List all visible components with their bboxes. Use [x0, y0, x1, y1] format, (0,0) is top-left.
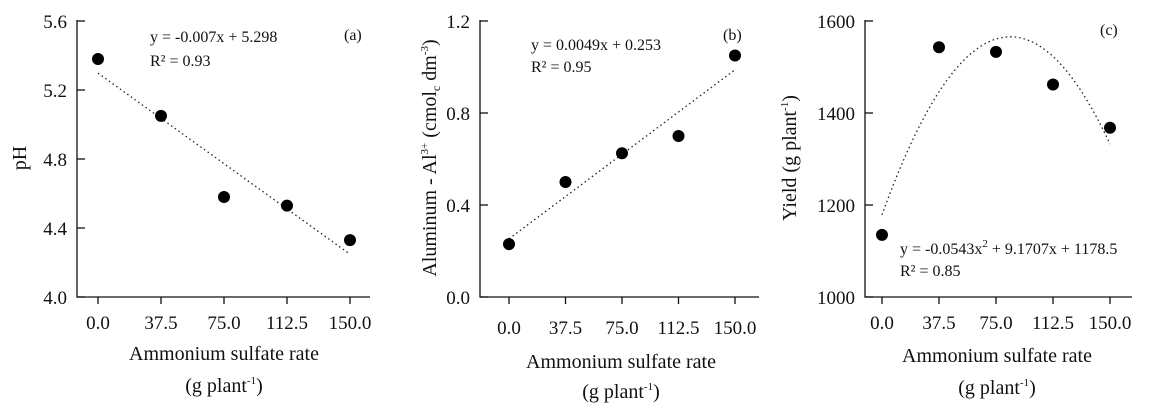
y-axis-title: Aluminum - Al3+ (cmolc dm-3): [419, 39, 443, 276]
x-tick-label: 0.0: [497, 318, 521, 339]
regression-equation: y = -0.007x + 5.298: [150, 29, 277, 46]
x-axis-title: Ammonium sulfate rate: [129, 343, 319, 365]
y-axis-ticks: 4.0 4.4 4.8 5.2 5.6: [43, 12, 85, 309]
data-point: [729, 49, 741, 62]
y-axis-ticks: 1000 1200 1400 1600: [817, 12, 873, 309]
data-points: [92, 52, 356, 247]
panel-b: 0.0 0.4 0.8 1.2 0.0 37.5 75.0 112.5 150.0 y = 0…: [419, 12, 759, 403]
x-tick-label: 150.0: [329, 313, 372, 334]
y-tick-label: 1600: [817, 12, 855, 33]
x-axis-unit: (g plant-1): [185, 375, 263, 397]
y-axis-ticks: 0.0 0.4 0.8 1.2: [446, 12, 488, 309]
r-squared: R² = 0.93: [150, 53, 211, 70]
x-tick-label: 112.5: [1032, 313, 1074, 334]
data-point: [503, 238, 515, 251]
x-tick-label: 112.5: [657, 318, 699, 339]
x-tick-label: 75.0: [605, 318, 638, 339]
regression-equation: y = -0.0543x2 + 9.1707x + 1178.5: [900, 238, 1117, 258]
y-axis-title: Yield (g plant-1): [779, 95, 801, 221]
data-point: [92, 52, 104, 65]
y-tick-label: 4.8: [43, 150, 67, 171]
y-tick-label: 1400: [817, 104, 855, 125]
y-tick-label: 4.0: [43, 288, 67, 309]
x-tick-label: 37.5: [549, 318, 582, 339]
y-tick-label: 0.0: [446, 288, 470, 309]
y-axis-title: pH: [9, 146, 31, 170]
data-point: [218, 190, 230, 203]
x-axis-ticks: 0.0 37.5 75.0 112.5 150.0: [870, 297, 1131, 334]
data-point: [1047, 78, 1059, 91]
data-points: [876, 41, 1116, 241]
data-point: [1104, 121, 1116, 134]
x-tick-label: 150.0: [1089, 313, 1132, 334]
y-tick-label: 1.2: [446, 12, 470, 33]
y-tick-label: 1000: [817, 288, 855, 309]
data-point: [616, 147, 628, 160]
x-tick-label: 112.5: [266, 313, 308, 334]
x-tick-label: 37.5: [144, 313, 177, 334]
y-tick-label: 1200: [817, 196, 855, 217]
y-tick-label: 0.4: [446, 196, 470, 217]
data-point: [933, 41, 945, 54]
panel-label: (c): [1100, 22, 1118, 39]
panel-c: 1000 1200 1400 1600 0.0 37.5 75.0 112.5 150.0 y…: [779, 12, 1132, 399]
x-tick-label: 0.0: [870, 313, 894, 334]
axis-frame: [479, 20, 759, 298]
trend-line: [97, 72, 351, 255]
axis-frame: [76, 20, 370, 298]
data-point: [155, 109, 167, 122]
y-tick-label: 5.6: [43, 12, 67, 33]
x-tick-label: 75.0: [207, 313, 240, 334]
panel-a: 4.0 4.4 4.8 5.2 5.6 0.0 37.5 75.0 112.5 150.0 y …: [9, 12, 371, 397]
y-tick-label: 5.2: [43, 81, 67, 102]
y-tick-label: 0.8: [446, 104, 470, 125]
data-point: [672, 130, 685, 142]
panel-label: (b): [723, 27, 742, 44]
data-point: [876, 228, 888, 241]
x-axis-title: Ammonium sulfate rate: [526, 351, 716, 373]
x-axis-ticks: 0.0 37.5 75.0 112.5 150.0: [497, 297, 756, 339]
data-point: [281, 199, 293, 212]
panel-label: (a): [344, 27, 362, 44]
regression-equation: y = 0.0049x + 0.253: [531, 37, 661, 54]
x-tick-label: 0.0: [86, 313, 110, 334]
data-point: [559, 176, 572, 188]
y-tick-label: 4.4: [43, 219, 67, 240]
trend-line: [881, 36, 1111, 216]
x-tick-label: 150.0: [714, 318, 757, 339]
data-points: [503, 49, 741, 251]
data-point: [990, 45, 1002, 58]
x-axis-unit: (g plant-1): [582, 381, 660, 403]
data-point: [344, 234, 356, 247]
trendline: [97, 72, 351, 255]
x-axis-ticks: 0.0 37.5 75.0 112.5 150.0: [86, 297, 371, 334]
x-axis-unit: (g plant-1): [958, 377, 1036, 399]
r-squared: R² = 0.95: [531, 59, 592, 76]
trendline: [881, 36, 1111, 216]
axis-frame: [864, 20, 1132, 298]
trend-line: [508, 69, 736, 240]
trendline: [508, 69, 736, 240]
x-tick-label: 75.0: [979, 313, 1012, 334]
x-tick-label: 37.5: [922, 313, 955, 334]
x-axis-title: Ammonium sulfate rate: [902, 345, 1092, 367]
r-squared: R² = 0.85: [900, 263, 961, 280]
